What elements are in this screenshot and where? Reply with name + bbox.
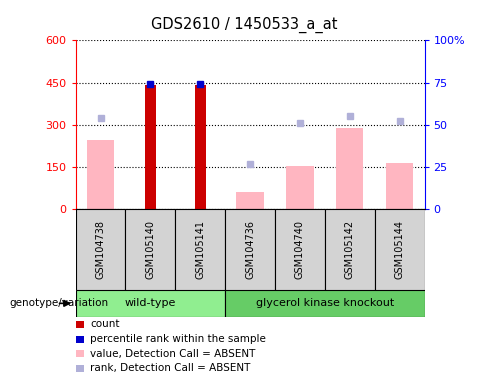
Bar <box>145 85 156 209</box>
Bar <box>286 166 314 209</box>
Text: wild-type: wild-type <box>125 298 176 308</box>
Text: GSM104740: GSM104740 <box>295 220 305 279</box>
Bar <box>386 163 413 209</box>
Bar <box>375 209 425 290</box>
Text: value, Detection Call = ABSENT: value, Detection Call = ABSENT <box>90 349 256 359</box>
Text: GSM104736: GSM104736 <box>245 220 255 279</box>
Text: GDS2610 / 1450533_a_at: GDS2610 / 1450533_a_at <box>151 17 337 33</box>
Bar <box>195 85 206 209</box>
Text: GSM105144: GSM105144 <box>395 220 405 279</box>
Text: GSM105142: GSM105142 <box>345 220 355 279</box>
Text: genotype/variation: genotype/variation <box>10 298 109 308</box>
Text: count: count <box>90 319 120 329</box>
Bar <box>87 140 114 209</box>
Bar <box>336 127 364 209</box>
Text: rank, Detection Call = ABSENT: rank, Detection Call = ABSENT <box>90 363 251 373</box>
Text: GSM104738: GSM104738 <box>96 220 105 279</box>
Bar <box>175 209 225 290</box>
Bar <box>236 192 264 209</box>
Bar <box>225 290 425 317</box>
Bar <box>125 209 175 290</box>
Bar <box>76 290 225 317</box>
Text: glycerol kinase knockout: glycerol kinase knockout <box>256 298 394 308</box>
Bar <box>225 209 275 290</box>
Text: GSM105141: GSM105141 <box>195 220 205 279</box>
Bar <box>275 209 325 290</box>
Bar <box>325 209 375 290</box>
Text: GSM105140: GSM105140 <box>145 220 155 279</box>
Bar <box>76 209 125 290</box>
Text: percentile rank within the sample: percentile rank within the sample <box>90 334 266 344</box>
